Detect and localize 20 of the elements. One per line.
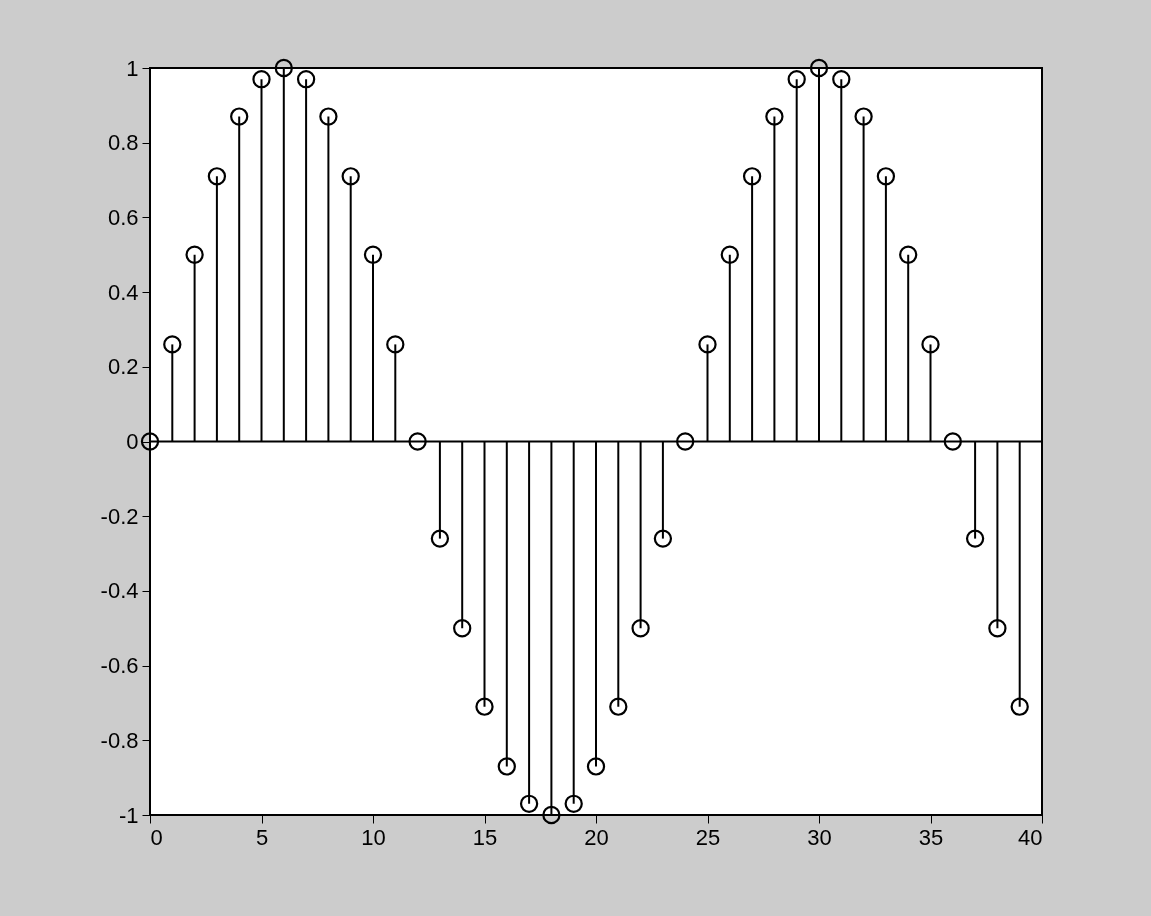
x-tick-label: 20 [584,824,609,850]
y-tick-label: 0.6 [107,204,139,230]
y-tick-label: -0.4 [100,578,139,604]
x-tick-label: 0 [150,824,163,850]
x-tick-label: 40 [1018,824,1043,850]
y-tick-label: -0.2 [100,503,139,529]
y-tick-label: -1 [118,802,139,828]
x-tick-label: 5 [255,824,269,850]
x-tick-label: 30 [807,824,832,850]
y-tick-label: -0.6 [100,653,139,679]
y-tick-label: -0.8 [100,727,139,753]
y-tick-label: 0.4 [107,279,139,305]
y-tick-label: 0.2 [107,354,139,380]
x-tick-label: 25 [695,824,721,850]
y-tick-label: 1 [126,55,139,81]
y-tick-label: 0 [126,429,139,454]
x-tick-label: 35 [918,824,944,850]
y-tick-label: 0.8 [107,130,139,156]
x-tick-label: 15 [472,824,498,850]
x-tick-label: 10 [361,824,386,850]
